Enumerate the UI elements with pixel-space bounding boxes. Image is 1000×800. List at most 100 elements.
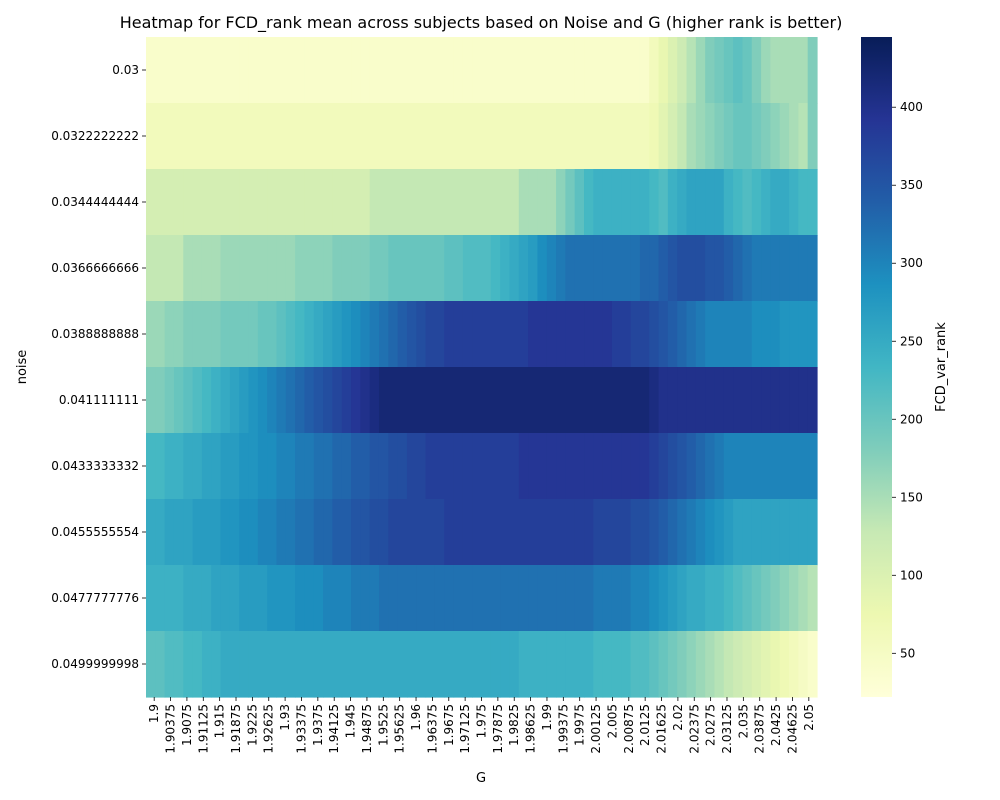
heatmap-cell — [509, 631, 520, 698]
heatmap-cell — [611, 37, 622, 104]
heatmap-cell — [639, 499, 650, 566]
y-tick-label: 0.041111111 — [59, 393, 139, 407]
heatmap-cell — [695, 565, 706, 632]
heatmap-cell — [351, 433, 361, 500]
heatmap-cell — [388, 103, 399, 170]
heatmap-cell — [481, 565, 492, 632]
heatmap-cell — [611, 367, 622, 434]
heatmap-cell — [761, 367, 771, 434]
heatmap-cell — [155, 499, 166, 566]
heatmap-cell — [425, 235, 436, 302]
heatmap-cell — [565, 631, 576, 698]
heatmap-cell — [444, 367, 455, 434]
heatmap-cell — [313, 367, 324, 434]
heatmap-cell — [751, 499, 762, 566]
heatmap-cell — [462, 235, 473, 302]
heatmap-cell — [677, 433, 688, 500]
heatmap-cell — [248, 565, 259, 632]
heatmap-cell — [267, 37, 278, 104]
heatmap-cell — [621, 499, 632, 566]
x-tick-label: 1.9225 — [245, 704, 259, 746]
heatmap-cell — [789, 103, 799, 170]
x-tick-label: 2.05 — [802, 704, 816, 731]
x-tick-label: 2.0275 — [704, 704, 718, 746]
heatmap-cell — [313, 499, 324, 566]
heatmap-cell — [285, 433, 296, 500]
heatmap-cell — [686, 565, 697, 632]
heatmap-cell — [397, 235, 408, 302]
heatmap-cell — [574, 235, 585, 302]
x-tick-label: 2.01625 — [655, 704, 669, 754]
heatmap-cell — [453, 499, 464, 566]
heatmap-cell — [267, 169, 278, 236]
heatmap-cell — [630, 301, 641, 368]
x-axis-ticks: 1.9 1.90375 1.9075 1.91125 1.915 1.91875 1.922… — [147, 697, 816, 754]
heatmap-cell — [239, 169, 250, 236]
heatmap-cell — [388, 565, 399, 632]
heatmap-cell — [761, 235, 771, 302]
heatmap-cell — [723, 433, 734, 500]
heatmap-cell — [211, 367, 222, 434]
heatmap-cell — [164, 37, 175, 104]
heatmap-cell — [714, 169, 725, 236]
heatmap-cell — [723, 367, 734, 434]
heatmap-cell — [490, 235, 501, 302]
x-tick-label: 2.035 — [736, 704, 750, 738]
heatmap-cell — [593, 37, 604, 104]
heatmap-cell — [406, 433, 417, 500]
heatmap-cell — [239, 565, 250, 632]
heatmap-cell — [295, 433, 306, 500]
heatmap-cell — [751, 301, 762, 368]
heatmap-cell — [481, 103, 492, 170]
heatmap-cell — [639, 103, 650, 170]
heatmap-cell — [593, 565, 604, 632]
heatmap-cell — [602, 631, 613, 698]
heatmap-cell — [276, 367, 287, 434]
heatmap-cell — [667, 37, 678, 104]
heatmap-cell — [220, 169, 231, 236]
heatmap-cell — [789, 367, 799, 434]
heatmap-cell — [649, 631, 660, 698]
heatmap-cell — [518, 235, 529, 302]
heatmap-cell — [360, 565, 371, 632]
heatmap-cell — [677, 367, 688, 434]
x-tick-label: 2.0125 — [638, 704, 652, 746]
heatmap-cell — [733, 103, 744, 170]
heatmap-cell — [733, 367, 744, 434]
heatmap-cell — [248, 37, 259, 104]
x-tick-label: 1.9675 — [442, 704, 456, 746]
heatmap-cell — [416, 103, 427, 170]
heatmap-cell — [267, 367, 278, 434]
heatmap-cell — [789, 235, 799, 302]
heatmap-cell — [602, 301, 613, 368]
heatmap-cell — [667, 169, 678, 236]
heatmap-cell — [388, 433, 399, 500]
heatmap-cell — [444, 301, 455, 368]
heatmap-cell — [528, 301, 539, 368]
heatmap-cell — [257, 169, 268, 236]
heatmap-cell — [584, 103, 594, 170]
heatmap-cell — [742, 631, 753, 698]
heatmap-cell — [807, 103, 818, 170]
heatmap-cell — [556, 37, 566, 104]
heatmap-cell — [667, 565, 678, 632]
heatmap-cell — [649, 301, 660, 368]
x-tick-label: 1.91875 — [229, 704, 243, 754]
heatmap-cell — [183, 631, 194, 698]
heatmap-cell — [378, 103, 389, 170]
heatmap-cell — [453, 235, 464, 302]
heatmap-cell — [779, 169, 790, 236]
heatmap-cell — [705, 631, 716, 698]
y-tick-label: 0.0388888888 — [51, 327, 139, 341]
heatmap-cell — [770, 433, 781, 500]
heatmap-cell — [155, 169, 166, 236]
heatmap-cell — [295, 169, 306, 236]
heatmap-cell — [658, 301, 669, 368]
heatmap-cell — [416, 169, 427, 236]
heatmap-cell — [351, 103, 361, 170]
x-tick-label: 1.9075 — [180, 704, 194, 746]
heatmap-cell — [574, 565, 585, 632]
heatmap-cell — [621, 631, 632, 698]
heatmap-cell — [500, 631, 511, 698]
heatmap-cell — [621, 433, 632, 500]
